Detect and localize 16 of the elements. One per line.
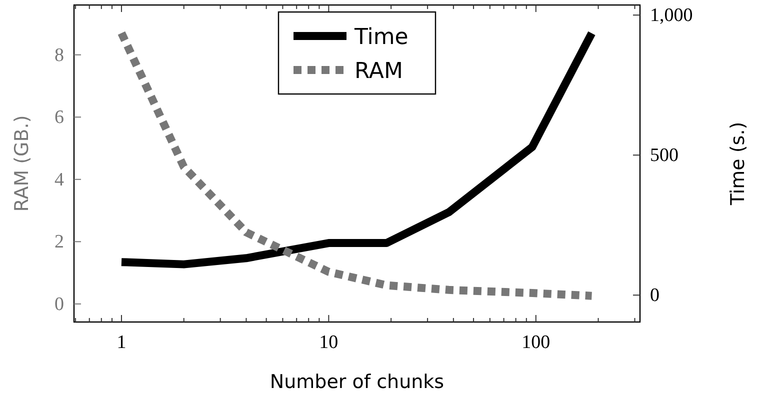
y2-tick-label: 1,000 — [650, 5, 693, 26]
x-tick-label: 10 — [319, 332, 338, 353]
x-tick-label: 1 — [116, 332, 126, 353]
y-tick-label: 2 — [54, 232, 64, 253]
y2-tick-label: 500 — [650, 145, 678, 166]
legend-label: RAM — [354, 59, 403, 84]
x-axis-title: Number of chunks — [270, 371, 444, 393]
y-tick-label: 4 — [54, 169, 64, 190]
y-tick-label: 0 — [54, 294, 64, 315]
y-axis-title: RAM (GB.) — [11, 115, 33, 212]
y2-tick-label: 0 — [650, 285, 660, 306]
y2-axis-title: Time (s.) — [727, 122, 749, 206]
y-tick-label: 6 — [54, 107, 64, 128]
x-tick-label: 100 — [522, 332, 550, 353]
legend-label: Time — [354, 25, 408, 50]
y-tick-label: 8 — [54, 44, 64, 66]
